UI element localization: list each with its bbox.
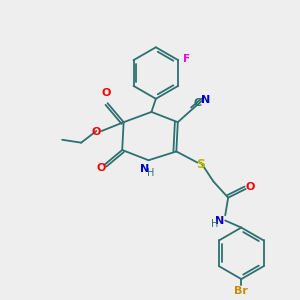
Text: O: O — [245, 182, 255, 192]
Text: F: F — [183, 54, 190, 64]
Text: O: O — [101, 88, 111, 98]
Text: H: H — [147, 168, 155, 178]
Text: N: N — [140, 164, 150, 174]
Text: N: N — [201, 94, 210, 105]
Text: Br: Br — [234, 286, 248, 296]
Text: O: O — [96, 163, 106, 173]
Text: C: C — [194, 98, 202, 108]
Text: O: O — [92, 128, 101, 137]
Text: N: N — [215, 215, 225, 226]
Text: H: H — [211, 219, 219, 229]
Text: S: S — [196, 158, 206, 170]
